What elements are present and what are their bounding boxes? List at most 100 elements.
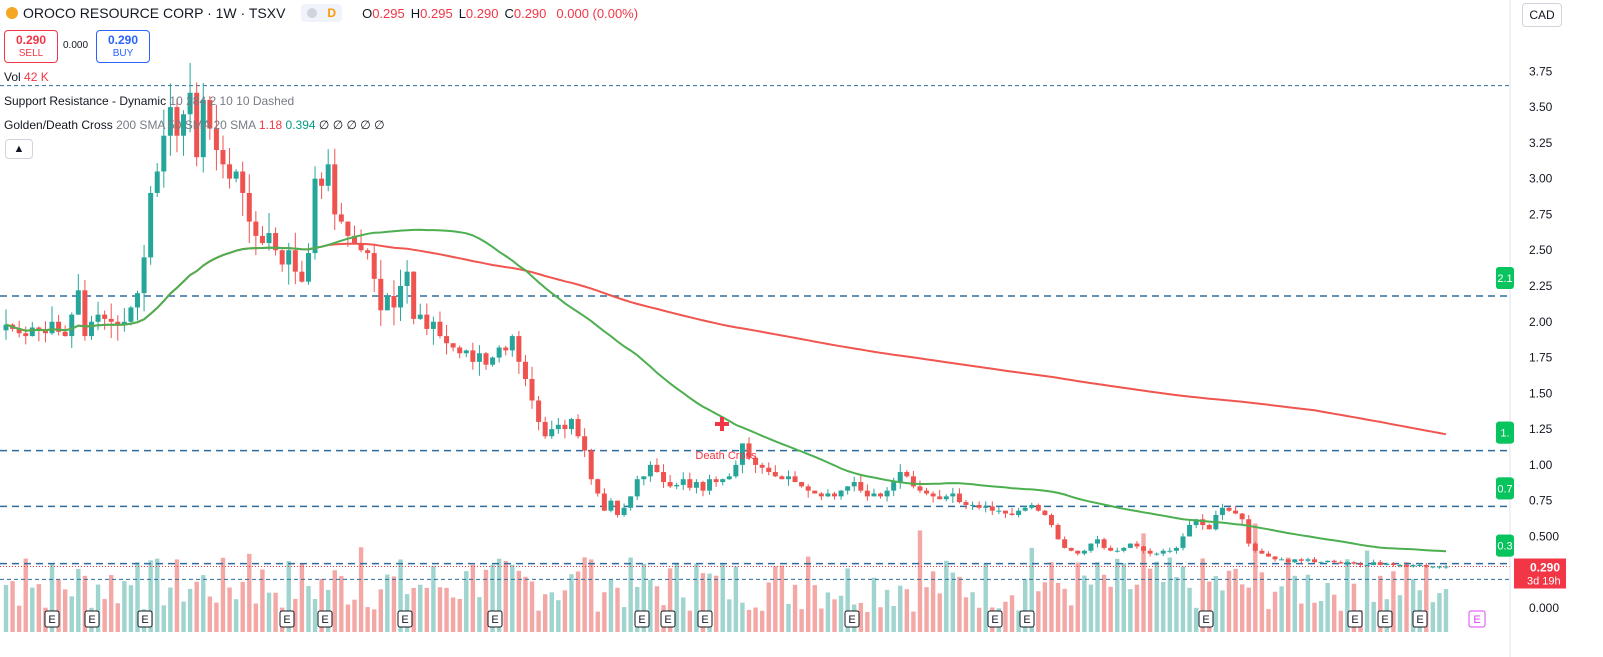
candle-body — [838, 490, 844, 497]
candle-body — [1029, 504, 1035, 508]
candle — [1417, 562, 1423, 568]
volume-bar — [786, 603, 791, 632]
candle-body — [1246, 519, 1252, 544]
legend-collapse-button[interactable]: ▲ — [5, 139, 33, 159]
volume-bar — [470, 564, 476, 632]
candle — [785, 470, 791, 486]
legend-golden-death-cross[interactable]: Golden/Death Cross 200 SMA 50 SMA 20 SMA… — [4, 118, 385, 132]
volume-bar — [1128, 589, 1133, 632]
candle-body — [536, 400, 542, 422]
volume-bar — [293, 598, 298, 632]
candle-body — [1062, 539, 1068, 548]
candle-body — [233, 171, 239, 179]
candle-body — [785, 476, 791, 480]
data-status-pill[interactable]: D — [301, 4, 343, 22]
candle — [365, 248, 371, 260]
candle-body — [325, 164, 331, 186]
candle-body — [1292, 559, 1298, 563]
candle — [351, 225, 357, 244]
candle — [75, 274, 81, 316]
candle-body — [108, 318, 114, 322]
candle — [23, 326, 29, 345]
volume-bar — [641, 564, 647, 632]
candle-body — [1430, 566, 1436, 568]
volume-bar — [1437, 593, 1442, 632]
candle — [1187, 520, 1193, 537]
volume-bar — [648, 579, 653, 632]
earnings-marker — [1412, 610, 1428, 628]
candle — [42, 321, 48, 343]
price-tick-label: 1.75 — [1529, 351, 1553, 365]
candle — [332, 148, 338, 231]
volume-bar — [891, 606, 896, 632]
currency-selector[interactable]: CAD — [1522, 3, 1562, 27]
volume-bar — [1141, 533, 1146, 632]
volume-bar — [1325, 582, 1330, 632]
volume-bar — [1016, 610, 1021, 632]
volume-bar — [1312, 602, 1317, 632]
candle — [1265, 551, 1271, 557]
candle-body — [345, 221, 351, 236]
candle — [450, 343, 456, 352]
volume-bar — [247, 553, 252, 632]
symbol-title[interactable]: OROCO RESOURCE CORP · 1W · TSXV — [23, 5, 286, 21]
candle — [444, 324, 450, 355]
volume-bar — [424, 587, 430, 632]
price-tick-label: 1.25 — [1529, 422, 1553, 436]
volume-bar — [457, 598, 462, 632]
candle — [1292, 558, 1298, 564]
candle-body — [582, 436, 588, 451]
candle-body — [1325, 560, 1331, 563]
candle-body — [733, 464, 739, 477]
legend-support-resistance[interactable]: Support Resistance - Dynamic 10 284 2 10… — [4, 94, 295, 108]
candle — [1285, 558, 1291, 564]
buy-button[interactable]: 0.290 BUY — [96, 30, 150, 63]
candle — [1160, 548, 1166, 557]
candle — [956, 488, 962, 504]
volume-bar — [16, 605, 22, 632]
volume-bar — [312, 599, 318, 632]
volume-bar — [490, 564, 495, 632]
candle-body — [1219, 507, 1225, 515]
candle-body — [1193, 519, 1199, 525]
candle — [661, 464, 667, 489]
candle-body — [529, 379, 535, 401]
volume-bar — [976, 607, 982, 632]
ohlc-change: 0.000 (0.00%) — [556, 5, 639, 21]
volume-bar — [378, 589, 383, 632]
candle-body — [378, 278, 384, 311]
candle-body — [1259, 550, 1265, 554]
sell-button[interactable]: 0.290 SELL — [4, 30, 58, 63]
volume-bar — [1134, 584, 1140, 632]
earnings-marker-label: E — [664, 614, 671, 626]
volume-bar — [464, 571, 469, 632]
candle — [674, 482, 680, 490]
candle — [154, 163, 160, 197]
price-tick-label: 0.500 — [1529, 529, 1559, 543]
earnings-marker — [84, 610, 100, 628]
candle-body — [82, 290, 88, 337]
volume-bar — [740, 602, 745, 632]
candle-body — [693, 482, 699, 488]
candle — [286, 242, 292, 285]
candle-body — [950, 493, 956, 497]
symbol-logo-icon — [6, 7, 18, 19]
candle — [437, 311, 443, 339]
sr-axis-label: 0.3 — [1497, 541, 1512, 553]
candle-body — [1134, 543, 1140, 547]
last-price-box — [1514, 558, 1566, 589]
candle-body — [1088, 543, 1094, 551]
candle-body — [1055, 524, 1061, 540]
candle-body — [1081, 550, 1087, 554]
volume-bar — [582, 557, 587, 632]
candle-body — [207, 99, 213, 129]
candle-body — [371, 253, 377, 279]
candle — [1108, 545, 1114, 552]
candle-body — [417, 314, 423, 319]
earnings-marker-label: E — [48, 614, 55, 626]
volume-bar — [681, 597, 686, 632]
legend-volume[interactable]: Vol 42 K — [4, 70, 49, 84]
candle-body — [713, 479, 719, 483]
candle — [1206, 523, 1212, 530]
